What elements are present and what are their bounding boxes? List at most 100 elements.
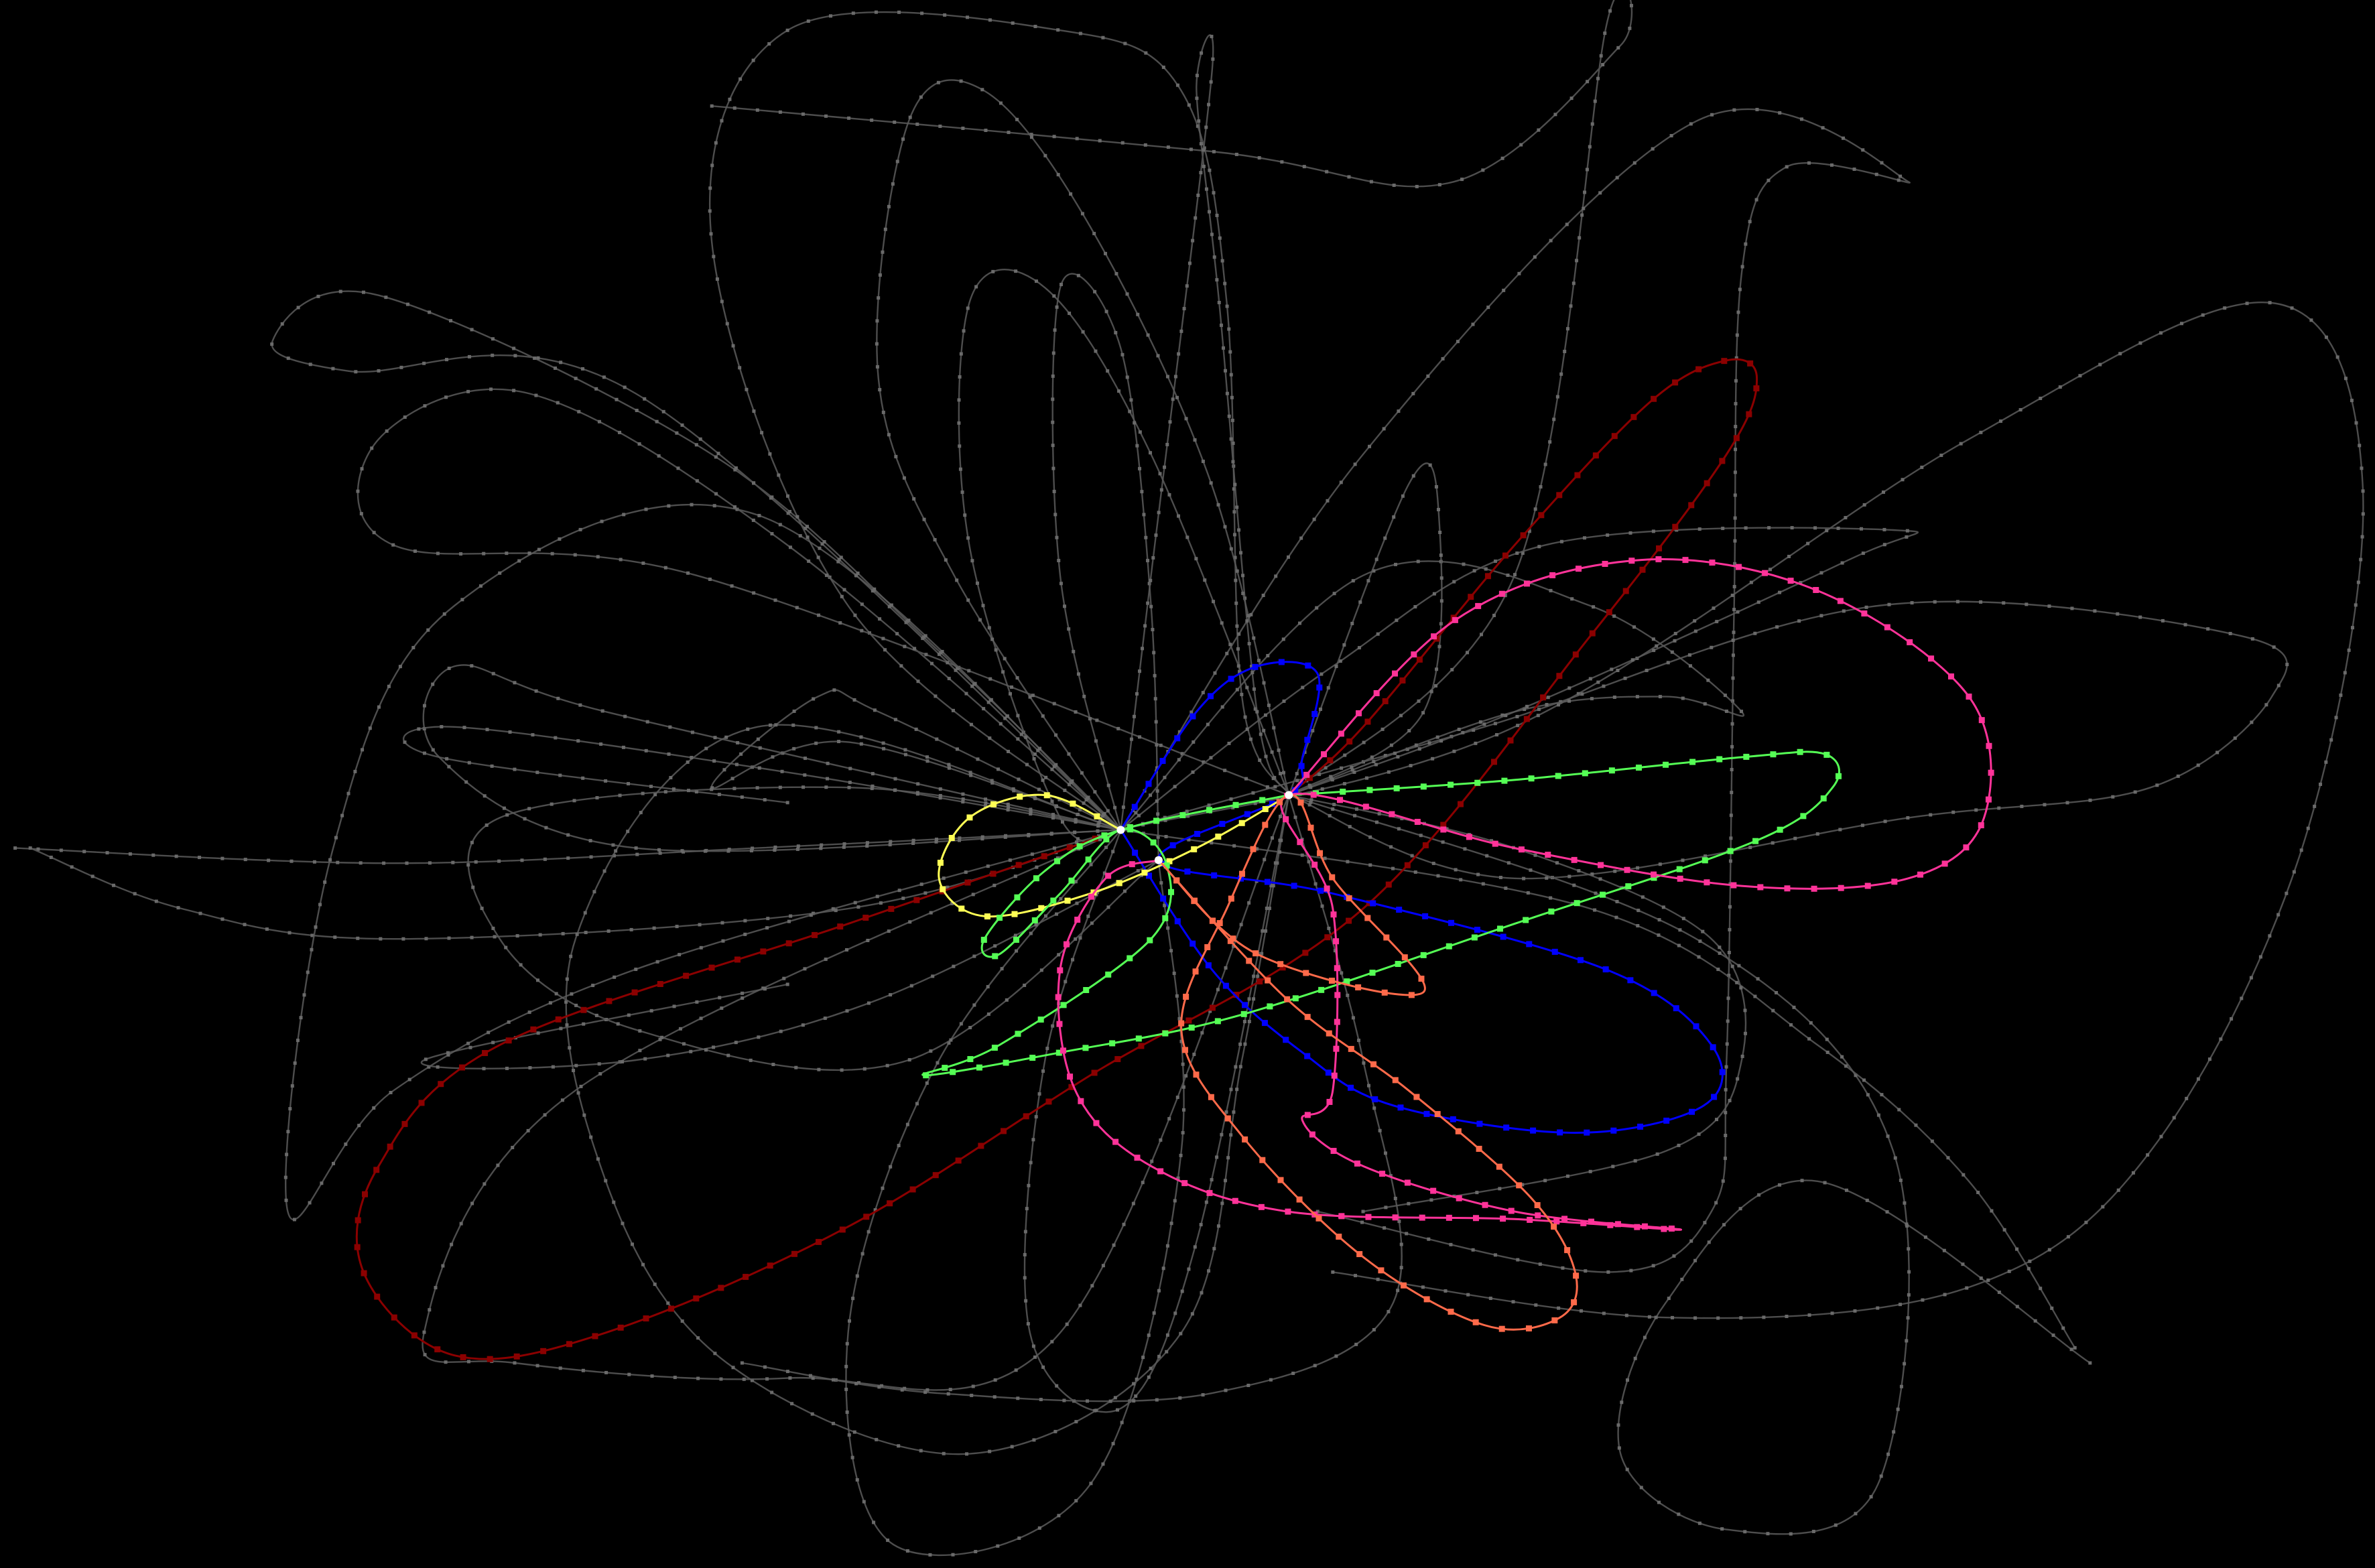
- route-node[interactable]: [286, 356, 290, 361]
- highlight-blue-node[interactable]: [1160, 895, 1167, 902]
- route-node[interactable]: [468, 1045, 472, 1049]
- route-node[interactable]: [627, 782, 631, 786]
- route-node[interactable]: [582, 1022, 586, 1026]
- route-node[interactable]: [1552, 417, 1556, 421]
- route-node[interactable]: [1211, 57, 1215, 61]
- route-node[interactable]: [1807, 161, 1811, 165]
- route-node[interactable]: [2276, 913, 2281, 917]
- route-node[interactable]: [854, 1382, 858, 1386]
- route-node[interactable]: [897, 10, 901, 14]
- route-node[interactable]: [981, 604, 985, 608]
- route-node[interactable]: [1657, 1500, 1661, 1504]
- route-node[interactable]: [1074, 819, 1078, 823]
- highlight-green-node[interactable]: [1548, 908, 1555, 915]
- highlight-darkred-node[interactable]: [1045, 1098, 1052, 1105]
- route-node[interactable]: [534, 689, 538, 693]
- route-node[interactable]: [1223, 281, 1227, 285]
- route-node[interactable]: [1962, 1173, 1966, 1177]
- route-node[interactable]: [1730, 722, 1734, 726]
- route-node[interactable]: [1697, 955, 1701, 959]
- route-node[interactable]: [690, 756, 694, 760]
- route-node[interactable]: [1202, 164, 1206, 168]
- route-node[interactable]: [1744, 526, 1748, 530]
- highlight-blue-node[interactable]: [1298, 763, 1305, 769]
- route-node[interactable]: [575, 932, 579, 936]
- route-node[interactable]: [1252, 636, 1256, 640]
- route-line[interactable]: [1120, 527, 1919, 831]
- route-node[interactable]: [875, 1437, 879, 1441]
- route-node[interactable]: [649, 785, 653, 789]
- route-node[interactable]: [897, 1144, 901, 1148]
- route-node[interactable]: [1563, 349, 1567, 353]
- route-node[interactable]: [716, 452, 720, 456]
- route-node[interactable]: [866, 939, 870, 943]
- route-node[interactable]: [974, 285, 978, 289]
- highlight-green-node[interactable]: [923, 1072, 929, 1079]
- route-node[interactable]: [1372, 1106, 1376, 1110]
- route-node[interactable]: [1813, 526, 1817, 530]
- highlight-salmon-node[interactable]: [1551, 1224, 1557, 1230]
- route-node[interactable]: [2039, 397, 2043, 401]
- route-node[interactable]: [1234, 601, 1238, 605]
- route-node[interactable]: [1886, 1134, 1890, 1138]
- route-node[interactable]: [881, 1186, 885, 1190]
- route-node[interactable]: [1029, 809, 1033, 813]
- route-node[interactable]: [968, 771, 972, 775]
- route-node[interactable]: [644, 507, 648, 511]
- route-line[interactable]: [1120, 34, 1290, 831]
- route-node[interactable]: [961, 797, 965, 801]
- route-node[interactable]: [1736, 610, 1740, 614]
- highlight-pink-node[interactable]: [1326, 1098, 1333, 1105]
- route-node[interactable]: [480, 907, 484, 911]
- route-node[interactable]: [1027, 834, 1031, 838]
- route-node[interactable]: [974, 1550, 978, 1554]
- route-node[interactable]: [980, 88, 984, 92]
- highlight-salmon-node[interactable]: [1364, 915, 1371, 921]
- route-node[interactable]: [1056, 28, 1060, 32]
- route-node[interactable]: [1235, 505, 1239, 509]
- highlight-blue-node[interactable]: [1693, 1023, 1699, 1030]
- route-node[interactable]: [803, 757, 807, 761]
- route-node[interactable]: [992, 1395, 997, 1399]
- route-node[interactable]: [1165, 375, 1169, 379]
- highlight-darkred-node[interactable]: [1023, 1113, 1029, 1120]
- route-node[interactable]: [788, 545, 792, 549]
- route-node[interactable]: [847, 1433, 851, 1437]
- highlight-salmon-node[interactable]: [1209, 917, 1216, 924]
- highlight-blue-node[interactable]: [1397, 1104, 1404, 1111]
- route-node[interactable]: [1155, 789, 1159, 793]
- route-node[interactable]: [385, 429, 389, 433]
- route-node[interactable]: [1100, 761, 1104, 765]
- route-node[interactable]: [466, 863, 470, 867]
- route-node[interactable]: [1592, 605, 1596, 609]
- route-node[interactable]: [897, 1444, 901, 1448]
- route-node[interactable]: [862, 1067, 866, 1071]
- route-node[interactable]: [1343, 753, 1347, 757]
- route-node[interactable]: [405, 861, 409, 865]
- route-node[interactable]: [1155, 766, 1159, 770]
- highlight-yellow-node[interactable]: [1043, 792, 1050, 799]
- route-node[interactable]: [1729, 836, 1733, 840]
- route-node[interactable]: [1076, 672, 1080, 676]
- route-node[interactable]: [1907, 1247, 1911, 1251]
- highlight-blue-node[interactable]: [1689, 1108, 1695, 1115]
- route-node[interactable]: [686, 571, 690, 575]
- highlight-darkred-node[interactable]: [1589, 630, 1596, 637]
- route-node[interactable]: [1767, 178, 1771, 182]
- route-node[interactable]: [1357, 1039, 1361, 1043]
- highlight-pink-node[interactable]: [1641, 1223, 1648, 1230]
- route-node[interactable]: [860, 629, 864, 633]
- route-node[interactable]: [1031, 1344, 1035, 1348]
- highlight-darkred-node[interactable]: [1523, 716, 1530, 722]
- route-node[interactable]: [1809, 1021, 1813, 1025]
- route-node[interactable]: [720, 1006, 724, 1010]
- highlight-blue-node[interactable]: [1500, 933, 1506, 940]
- route-node[interactable]: [511, 1145, 515, 1149]
- route-node[interactable]: [1569, 96, 1574, 101]
- route-node[interactable]: [320, 1181, 324, 1185]
- route-node[interactable]: [2002, 601, 2006, 605]
- route-node[interactable]: [1055, 912, 1059, 916]
- route-node[interactable]: [722, 768, 726, 772]
- route-node[interactable]: [618, 430, 622, 434]
- route-node[interactable]: [1235, 569, 1239, 573]
